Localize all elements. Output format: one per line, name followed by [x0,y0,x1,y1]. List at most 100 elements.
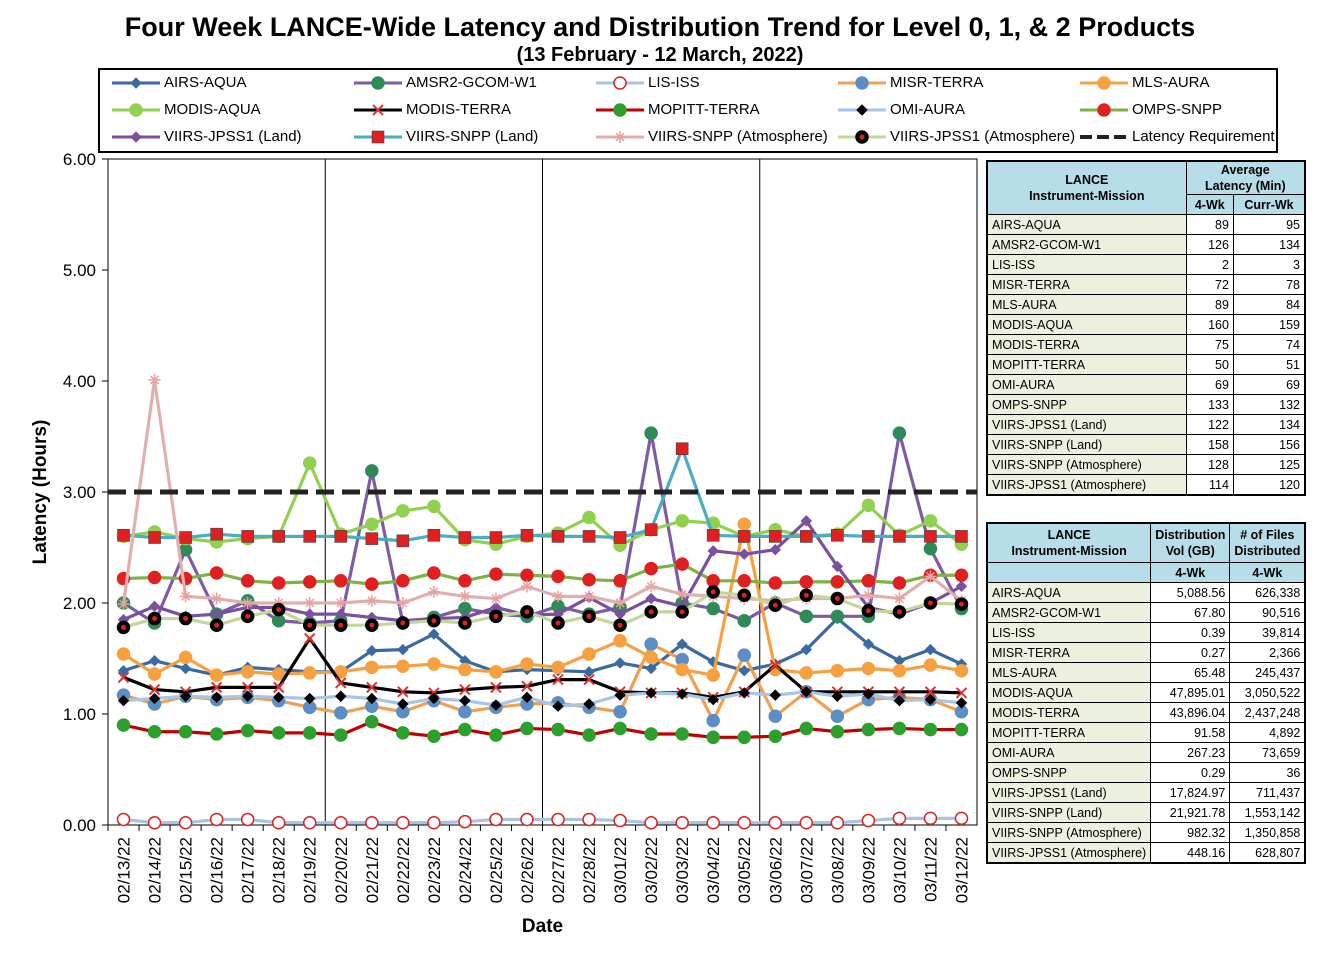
latency-4wk-cell: 50 [1185,354,1234,375]
data-point [769,544,781,556]
data-point [675,816,689,830]
data-point [706,713,720,728]
x-tick-label: 03/07/22 [797,837,816,903]
data-point [396,534,410,548]
data-point [675,514,689,528]
legend-marker [856,104,868,116]
table-row: VIIRS-SNPP (Atmosphere) 128 125 [986,454,1306,475]
data-point [366,692,378,705]
data-point [396,504,410,518]
data-point [737,614,751,628]
x-tick-label: 02/19/22 [301,837,320,903]
data-point [117,694,130,707]
data-point [520,528,534,542]
series-line [123,690,962,708]
x-tick-label: 02/26/22 [518,837,537,903]
data-point [179,690,192,702]
mission-name-cell: VIIRS-SNPP (Atmosphere) [986,454,1187,475]
x-tick-label: 02/13/22 [115,837,134,903]
files-distributed-cell: 90,516 [1229,602,1306,623]
data-point [147,816,162,830]
files-distributed-cell: 73,659 [1229,742,1306,763]
legend-swatch [838,104,886,116]
dist-col-files-header: # of Files Distributed [1229,522,1306,563]
data-point [334,816,348,830]
data-point [551,722,565,737]
legend-swatch [1080,135,1128,139]
legend-swatch [112,131,160,143]
data-point [520,657,534,671]
x-tick-label: 02/23/22 [425,837,444,903]
legend-marker [613,76,627,90]
data-point [334,706,348,720]
mission-name-cell: OMI-AURA [986,374,1187,395]
legend-marker [130,77,142,89]
distribution-volume-cell: 67.80 [1150,602,1231,623]
data-point [521,691,533,704]
files-distributed-cell: 711,437 [1229,782,1306,803]
series-line [123,616,963,677]
data-point [613,633,627,648]
table-row: VIIRS-JPSS1 (Atmosphere) 114 120 [986,474,1306,496]
data-point [644,727,658,741]
legend-label: MODIS-AQUA [164,101,261,118]
data-point [428,692,440,705]
x-tick-label: 03/08/22 [828,837,847,903]
data-point [365,532,379,545]
data-point [644,650,658,665]
data-point [459,683,471,696]
data-point [800,643,813,656]
data-point [490,699,502,711]
data-point [147,667,162,681]
data-point [178,725,193,739]
data-point [241,690,254,702]
mission-name-cell: VIIRS-JPSS1 (Atmosphere) [986,842,1152,864]
data-point [954,568,969,582]
x-tick-label: 03/10/22 [890,837,909,903]
distribution-volume-cell: 43,896.04 [1150,702,1231,723]
table-row: MLS-AURA 65.48 245,437 [986,662,1306,683]
data-point [178,650,193,665]
data-point [272,691,285,704]
latency-currwk-cell: 156 [1232,434,1306,455]
data-point [552,590,565,603]
data-point [737,530,751,543]
dist-col-volume-header: Distribution Vol (GB) [1150,522,1231,563]
table-row: OMI-AURA 69 69 [986,374,1306,395]
data-point [209,812,224,827]
data-point [830,663,845,678]
data-point [861,813,876,828]
legend-marker [613,103,627,117]
latency-currwk-cell: 120 [1232,474,1306,496]
files-distributed-cell: 39,814 [1229,622,1306,643]
data-point [552,700,564,712]
files-distributed-cell: 1,350,858 [1229,822,1306,843]
y-tick-label: 1.00 [63,705,96,724]
distribution-volume-cell: 5,088.56 [1150,582,1231,603]
latency-currwk-cell: 3 [1232,254,1306,275]
dist-col-mission-header: LANCE Instrument-Mission [986,522,1152,563]
data-point [302,666,317,680]
data-point [209,668,224,682]
distribution-volume-cell: 448.16 [1150,842,1231,864]
data-point [738,687,750,699]
data-point [924,643,937,656]
data-point [830,725,845,739]
data-point [396,597,409,609]
data-point [768,576,783,590]
mission-name-cell: MISR-TERRA [986,642,1152,663]
data-point [178,816,193,830]
legend-label: AMSR2-GCOM-W1 [406,74,537,91]
data-point [799,816,814,830]
data-point [489,567,503,581]
series-line [122,519,963,623]
mission-name-cell: VIIRS-SNPP (Atmosphere) [986,822,1152,843]
latency-4wk-cell: 126 [1185,234,1234,255]
data-point [148,531,161,544]
latency-4wk-cell: 69 [1185,374,1234,395]
legend-swatch [596,103,644,117]
latency-4wk-cell: 160 [1185,314,1234,335]
mission-name-cell: LIS-ISS [986,622,1152,643]
mission-name-cell: VIIRS-SNPP (Land) [986,434,1187,455]
dist-col-vol-4wk-header: 4-Wk [1150,562,1231,583]
